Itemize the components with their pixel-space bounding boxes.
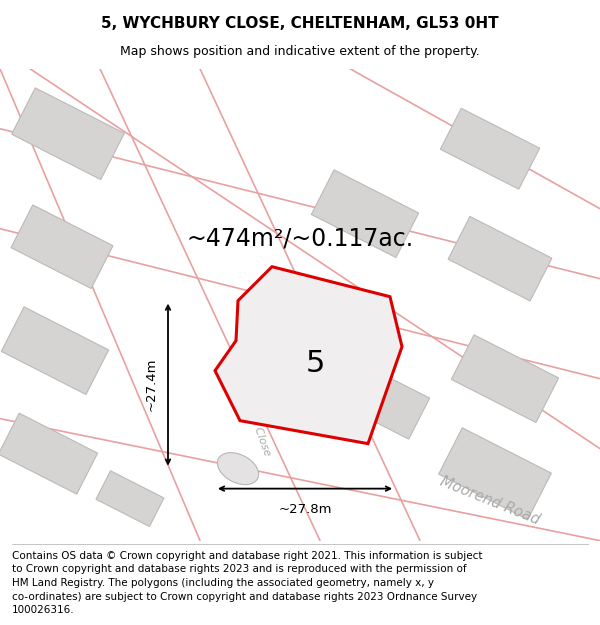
Polygon shape [11,205,113,289]
Text: 5: 5 [305,349,325,378]
Polygon shape [11,88,124,179]
Text: ~27.8m: ~27.8m [278,503,332,516]
Text: Contains OS data © Crown copyright and database right 2021. This information is : Contains OS data © Crown copyright and d… [12,551,482,615]
Polygon shape [1,307,109,394]
Polygon shape [215,267,402,444]
Text: ~27.4m: ~27.4m [145,358,158,411]
Text: Wychbury Close: Wychbury Close [232,370,272,458]
Ellipse shape [217,452,259,484]
Polygon shape [311,170,419,258]
Polygon shape [451,335,559,422]
Polygon shape [331,358,430,439]
Text: Map shows position and indicative extent of the property.: Map shows position and indicative extent… [120,44,480,58]
Polygon shape [448,216,552,301]
Text: Moorend Road: Moorend Road [438,474,542,528]
Text: 5, WYCHBURY CLOSE, CHELTENHAM, GL53 0HT: 5, WYCHBURY CLOSE, CHELTENHAM, GL53 0HT [101,16,499,31]
Polygon shape [0,413,98,494]
Polygon shape [96,471,164,526]
Text: ~474m²/~0.117ac.: ~474m²/~0.117ac. [187,227,413,251]
Polygon shape [440,108,539,189]
Polygon shape [439,428,551,519]
